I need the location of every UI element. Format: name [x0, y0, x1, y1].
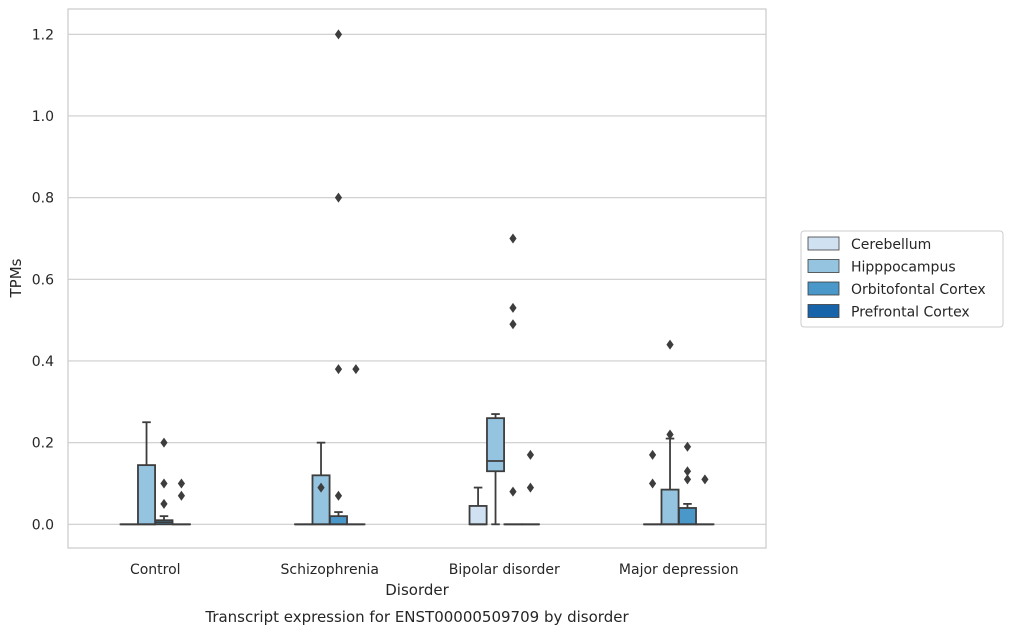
box-prefrontal-cortex	[695, 474, 715, 526]
grid-lines	[68, 33, 766, 525]
y-axis-label: TPMs	[7, 258, 25, 298]
outlier-point	[334, 490, 343, 501]
outlier-point	[509, 319, 517, 330]
legend-swatch	[807, 281, 840, 296]
box-orbitofontal-cortex	[678, 441, 697, 526]
outlier-point	[648, 449, 657, 460]
x-tick-label: Control	[130, 562, 181, 578]
box-orbitofontal-cortex	[154, 437, 174, 526]
y-tick-label: 0.8	[32, 191, 54, 207]
x-tick-label: Bipolar disorder	[449, 562, 560, 578]
legend-label: Prefrontal Cortex	[851, 305, 970, 321]
box-body	[678, 507, 697, 526]
box-body	[137, 464, 156, 526]
legend-label: Orbitofontal Cortex	[851, 282, 986, 298]
outlier-point	[701, 474, 709, 485]
y-tick-label: 0.2	[32, 436, 54, 452]
outlier-point	[334, 192, 343, 203]
outlier-point	[160, 437, 168, 448]
outlier-point	[526, 449, 535, 460]
legend-swatch	[807, 304, 840, 318]
box-hipppocampus	[137, 421, 156, 526]
x-tick-label: Schizophrenia	[281, 562, 379, 578]
legend-items: Cerebellum Hipppocampus Orbitofontal Corte…	[807, 236, 986, 321]
box-body	[486, 417, 505, 473]
outlier-point	[334, 364, 343, 375]
outlier-point	[666, 429, 674, 440]
outlier-point	[177, 490, 186, 501]
legend-label: Cerebellum	[851, 237, 931, 253]
box-body	[660, 488, 680, 526]
box-hipppocampus	[311, 441, 331, 526]
outlier-point	[317, 482, 325, 493]
outlier-point	[334, 29, 343, 40]
outlier-point	[509, 486, 517, 497]
box-cerebellum	[643, 449, 663, 526]
outlier-point	[160, 498, 168, 509]
box-body	[329, 515, 348, 526]
legend: Cerebellum Hipppocampus Orbitofontal Corte…	[800, 230, 1004, 328]
plot-frame	[67, 8, 767, 549]
outlier-point	[683, 474, 692, 485]
x-tick-label: Major depression	[619, 562, 739, 578]
legend-label: Hipppocampus	[851, 260, 956, 276]
y-tick-label: 0.0	[32, 517, 54, 533]
y-tick-label: 1.0	[32, 109, 54, 125]
outlier-point	[160, 478, 168, 489]
outlier-point	[666, 339, 674, 350]
box-body	[468, 505, 488, 526]
box-hipppocampus	[660, 339, 680, 526]
outlier-point	[648, 478, 657, 489]
y-tick-label: 1.2	[32, 27, 54, 43]
outlier-point	[683, 466, 692, 477]
box-hipppocampus	[486, 413, 505, 526]
box-layer	[119, 29, 715, 526]
outlier-point	[352, 364, 360, 375]
x-axis-label: Disorder	[385, 581, 449, 599]
legend-swatch	[807, 236, 840, 251]
y-tick-label: 0.6	[32, 272, 54, 288]
box-cerebellum	[468, 486, 488, 526]
legend-frame	[800, 230, 1004, 328]
y-tick-label: 0.4	[32, 354, 54, 370]
outlier-point	[683, 441, 692, 452]
legend-swatch	[807, 259, 840, 273]
outlier-point	[509, 233, 517, 244]
outlier-point	[177, 478, 186, 489]
outlier-point	[526, 482, 535, 493]
outlier-point	[509, 302, 517, 313]
box-orbitofontal-cortex	[329, 29, 348, 526]
box-orbitofontal-cortex	[503, 233, 523, 526]
box-prefrontal-cortex	[171, 478, 191, 526]
chart-caption: Transcript expression for ENST0000050970…	[204, 608, 629, 626]
y-tick-labels: 0.0 0.2 0.4 0.6 0.8 1.0 1.2	[32, 27, 54, 533]
box-prefrontal-cortex	[520, 449, 540, 526]
box-prefrontal-cortex	[346, 364, 366, 526]
x-tick-labels: Control Schizophrenia Bipolar disorder Majo…	[130, 562, 739, 578]
